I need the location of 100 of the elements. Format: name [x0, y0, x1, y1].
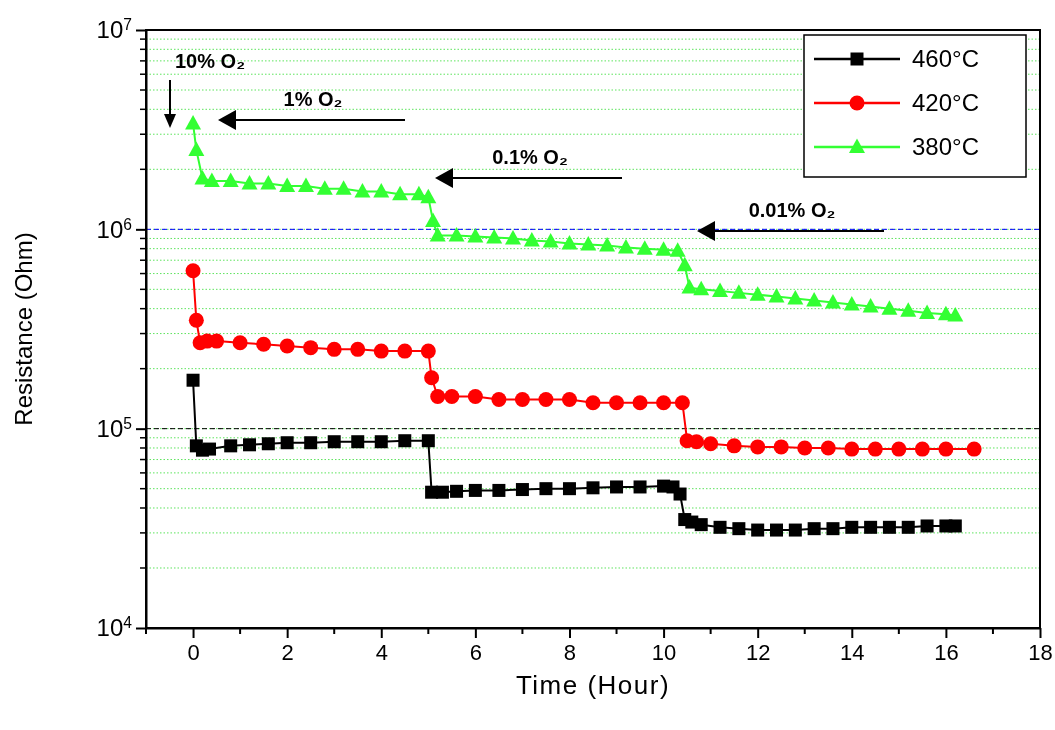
- legend-label: 380°C: [912, 133, 979, 161]
- point: [350, 341, 366, 357]
- point: [656, 395, 672, 411]
- point: [232, 335, 248, 351]
- point: [186, 373, 200, 387]
- point: [689, 434, 705, 450]
- point: [609, 395, 625, 411]
- point: [633, 480, 647, 494]
- point: [938, 441, 954, 457]
- annotation: 1% O₂: [283, 88, 343, 110]
- point: [316, 180, 333, 195]
- point: [674, 395, 690, 411]
- point: [542, 232, 559, 248]
- point: [694, 518, 708, 532]
- y-tick-label: 10$^{6}$: [96, 215, 132, 243]
- point: [539, 482, 553, 496]
- point: [373, 182, 390, 198]
- point: [655, 241, 672, 256]
- point: [448, 227, 465, 242]
- point: [467, 228, 484, 243]
- point: [185, 114, 202, 130]
- point: [435, 485, 449, 499]
- point: [444, 389, 460, 404]
- point: [681, 279, 698, 294]
- point: [279, 177, 296, 192]
- point: [421, 434, 435, 448]
- x-tick-label: 14: [840, 639, 865, 665]
- point: [703, 436, 719, 452]
- point: [881, 300, 898, 315]
- point: [862, 298, 879, 313]
- point: [751, 523, 765, 537]
- point: [632, 395, 648, 411]
- point: [797, 440, 813, 456]
- point: [891, 441, 907, 457]
- point: [467, 389, 483, 404]
- point: [424, 370, 440, 386]
- point: [374, 435, 388, 449]
- point: [279, 338, 295, 354]
- point: [845, 520, 859, 534]
- point: [397, 343, 413, 359]
- point: [947, 306, 964, 322]
- point: [188, 312, 204, 328]
- point: [768, 288, 785, 303]
- point: [948, 519, 962, 533]
- point: [561, 234, 578, 250]
- point: [304, 436, 318, 450]
- point: [826, 522, 840, 536]
- point: [914, 441, 930, 457]
- point: [398, 434, 412, 448]
- point: [222, 172, 239, 187]
- point: [580, 235, 597, 251]
- point: [693, 280, 710, 296]
- point: [538, 392, 554, 408]
- y-tick-label: 10$^{4}$: [96, 613, 133, 642]
- point: [241, 174, 258, 190]
- point: [303, 340, 319, 356]
- point: [788, 523, 802, 537]
- point: [450, 484, 464, 498]
- point: [773, 439, 789, 455]
- point: [730, 284, 747, 299]
- point: [882, 520, 896, 534]
- y-axis-title: Resistance (Ohm): [10, 232, 37, 426]
- point: [505, 229, 522, 245]
- point: [326, 341, 342, 357]
- point: [919, 304, 936, 320]
- point: [610, 480, 624, 494]
- point: [562, 482, 576, 496]
- legend-label: 460°C: [912, 45, 979, 73]
- point: [203, 442, 217, 456]
- point: [920, 519, 934, 533]
- point: [732, 522, 746, 536]
- point: [749, 286, 766, 301]
- x-tick-label: 4: [375, 639, 388, 665]
- point: [673, 487, 687, 501]
- point: [243, 438, 257, 452]
- x-tick-label: 2: [281, 639, 294, 665]
- point: [844, 441, 860, 457]
- point: [327, 435, 341, 449]
- point: [636, 240, 653, 255]
- point: [468, 483, 482, 497]
- x-tick-label: 12: [745, 639, 771, 665]
- point: [750, 439, 766, 455]
- point: [787, 289, 804, 305]
- point: [260, 174, 277, 190]
- x-tick-label: 0: [187, 639, 200, 665]
- point: [430, 389, 446, 404]
- point: [297, 177, 314, 192]
- x-tick-label: 8: [563, 639, 577, 665]
- point: [492, 483, 506, 497]
- point: [256, 336, 272, 352]
- point: [354, 182, 371, 198]
- point: [523, 231, 540, 247]
- point: [586, 481, 600, 495]
- point: [676, 256, 693, 272]
- legend-label: 420°C: [912, 89, 979, 117]
- point: [203, 172, 220, 187]
- x-tick-label: 18: [1028, 639, 1053, 665]
- annotation: 0.1% O₂: [492, 146, 568, 168]
- point: [280, 436, 294, 450]
- point: [486, 229, 503, 244]
